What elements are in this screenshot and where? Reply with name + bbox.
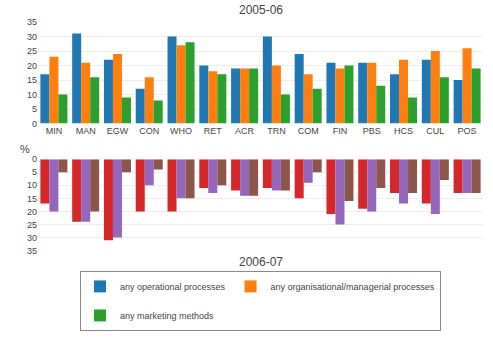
svg-text:MIN: MIN <box>46 126 63 136</box>
svg-text:2006-07: 2006-07 <box>239 255 283 269</box>
svg-text:0: 0 <box>32 119 37 129</box>
svg-text:any operational processes: any operational processes <box>120 282 226 292</box>
svg-text:35: 35 <box>27 246 37 256</box>
svg-text:30: 30 <box>27 32 37 42</box>
svg-text:%: % <box>20 143 30 155</box>
svg-text:10: 10 <box>27 180 37 190</box>
svg-text:CON: CON <box>139 126 159 136</box>
svg-text:FIN: FIN <box>333 126 348 136</box>
svg-text:PBS: PBS <box>363 126 381 136</box>
svg-text:HCS: HCS <box>394 126 413 136</box>
svg-text:5: 5 <box>32 167 37 177</box>
svg-text:35: 35 <box>27 17 37 27</box>
svg-text:MAN: MAN <box>76 126 96 136</box>
svg-text:25: 25 <box>27 46 37 56</box>
svg-text:5: 5 <box>32 104 37 114</box>
svg-text:15: 15 <box>27 75 37 85</box>
svg-text:10: 10 <box>27 90 37 100</box>
svg-text:0: 0 <box>32 154 37 164</box>
svg-text:any marketing methods: any marketing methods <box>120 311 214 321</box>
svg-text:WHO: WHO <box>170 126 192 136</box>
svg-text:EGW: EGW <box>107 126 129 136</box>
svg-text:COM: COM <box>298 126 319 136</box>
svg-text:RET: RET <box>204 126 223 136</box>
svg-text:POS: POS <box>458 126 477 136</box>
svg-text:any organisational/managerial: any organisational/managerial processes <box>271 282 435 292</box>
svg-text:CUL: CUL <box>426 126 444 136</box>
svg-text:20: 20 <box>27 61 37 71</box>
svg-text:25: 25 <box>27 220 37 230</box>
svg-text:2005-06: 2005-06 <box>239 3 283 17</box>
svg-text:20: 20 <box>27 207 37 217</box>
svg-text:ACR: ACR <box>235 126 255 136</box>
svg-text:30: 30 <box>27 233 37 243</box>
svg-text:TRN: TRN <box>267 126 286 136</box>
svg-text:15: 15 <box>27 194 37 204</box>
